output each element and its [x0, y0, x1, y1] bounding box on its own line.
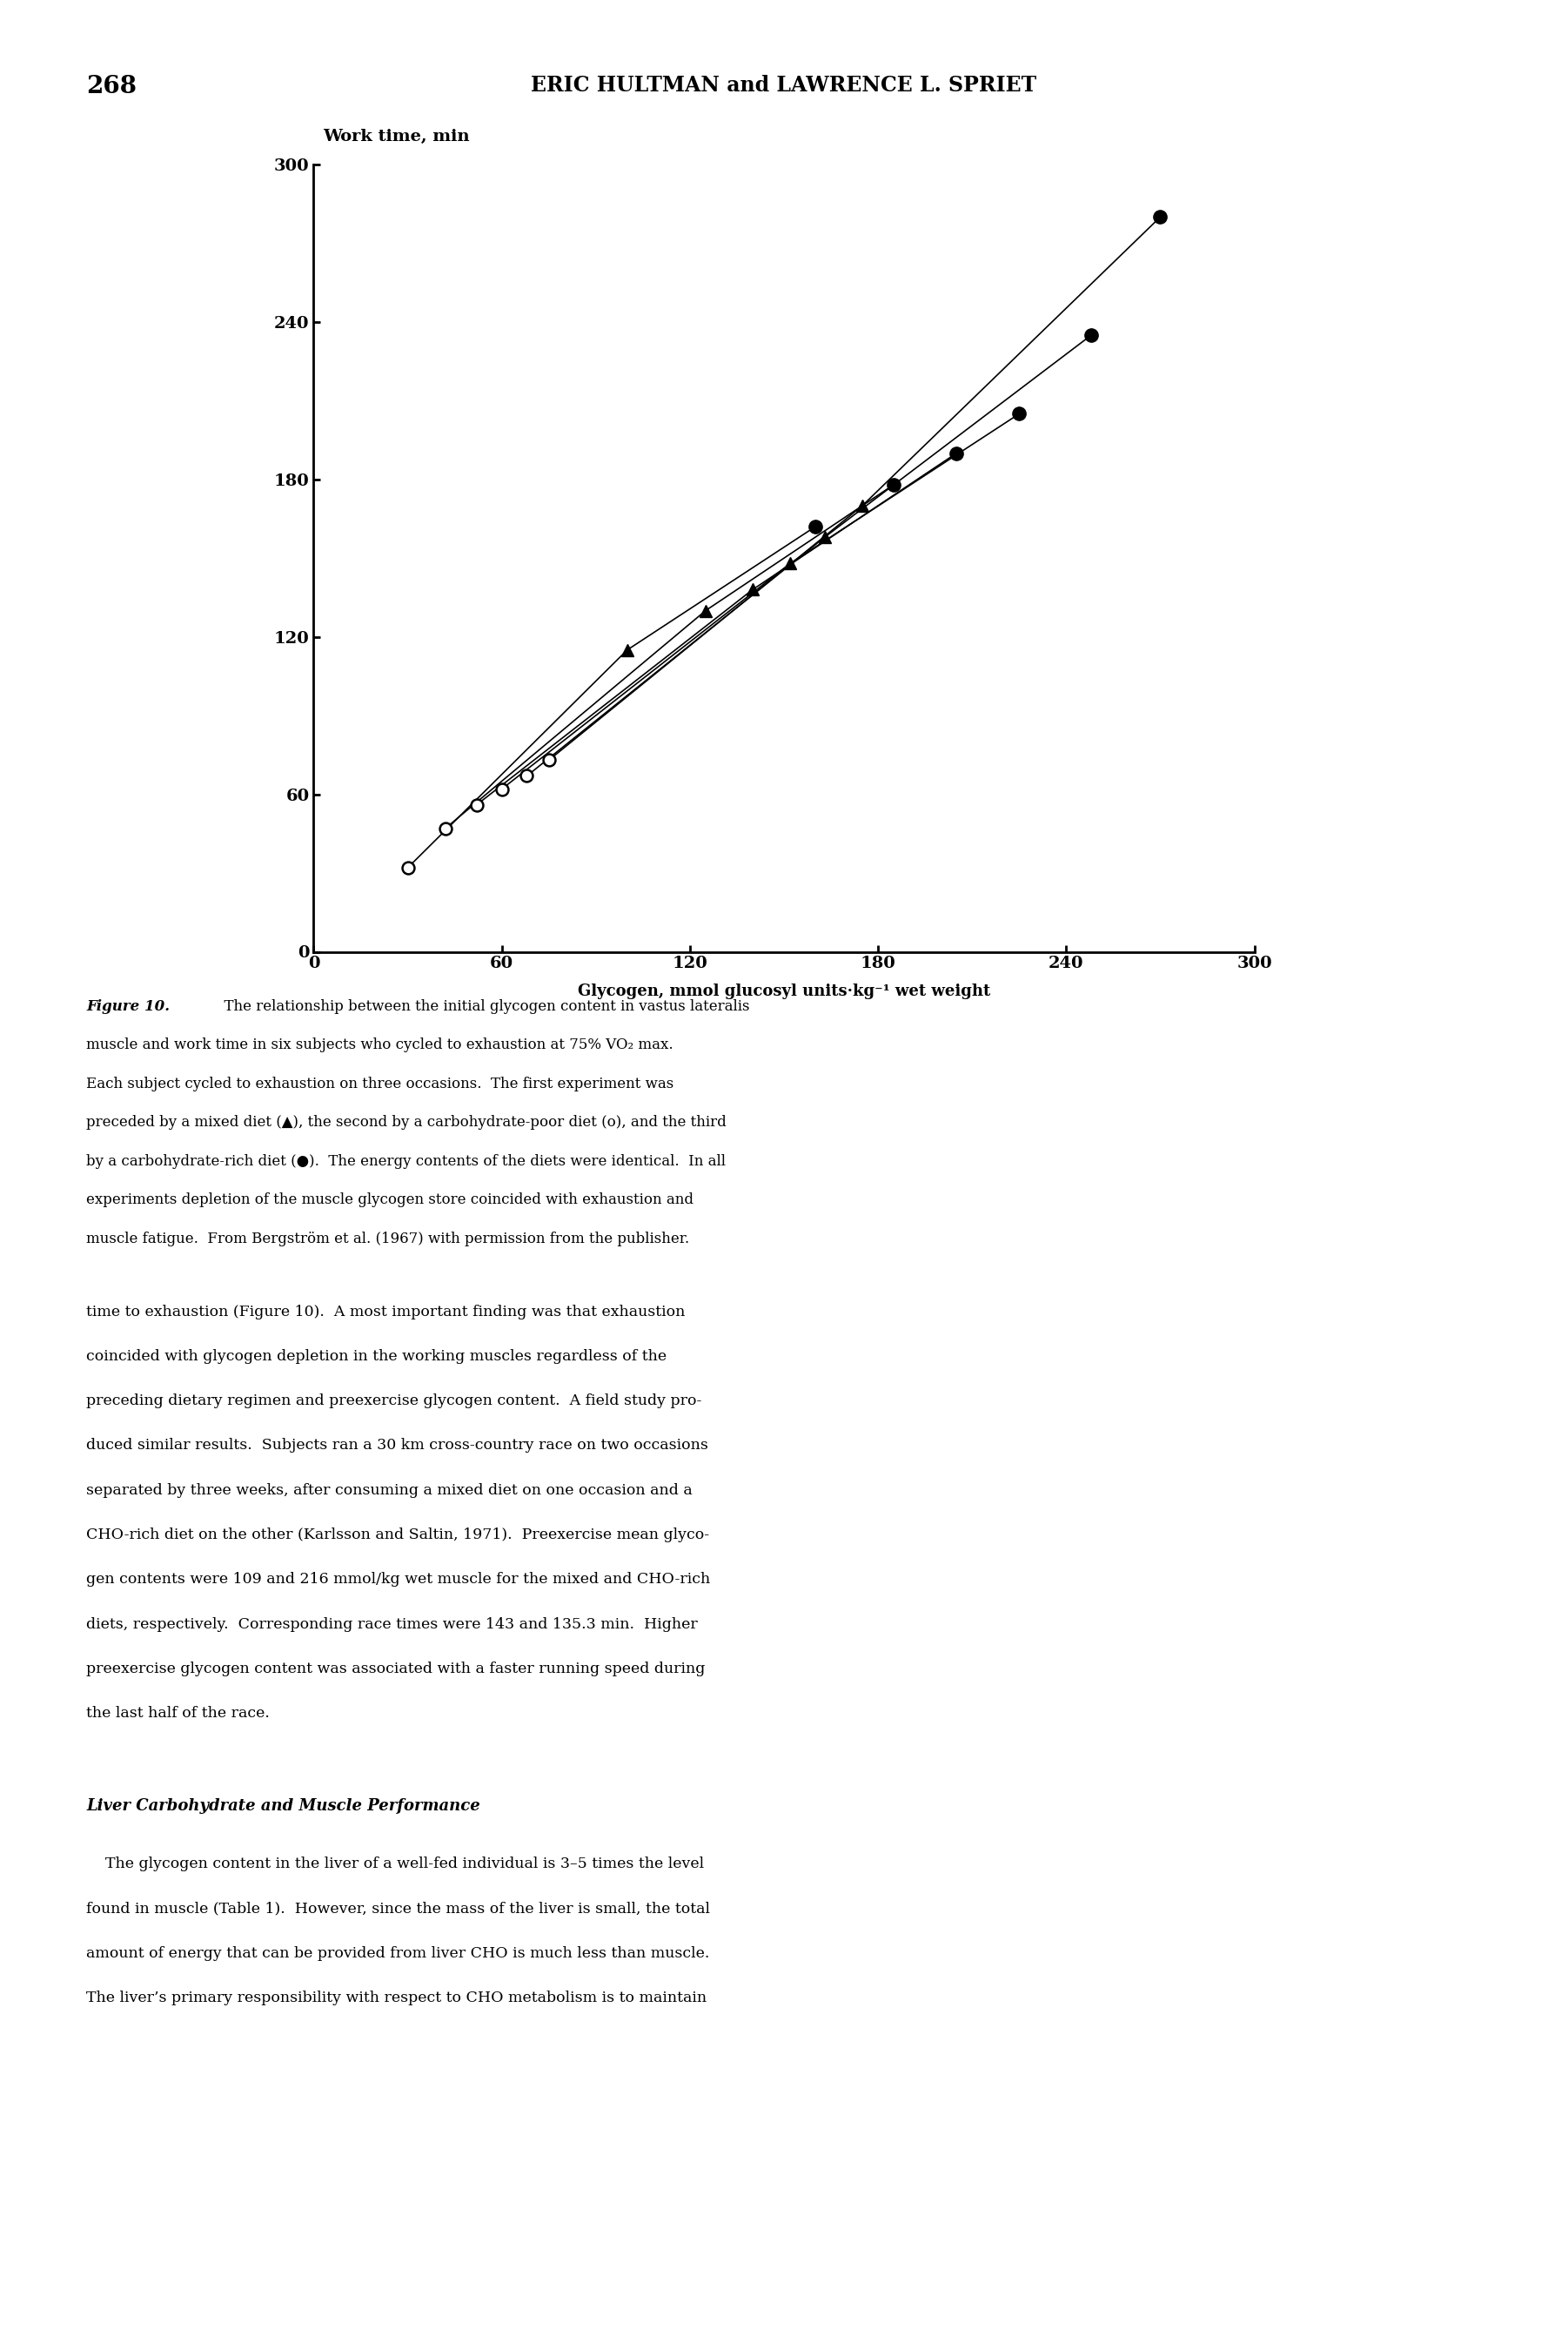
- Text: by a carbohydrate-rich diet (●).  The energy contents of the diets were identica: by a carbohydrate-rich diet (●). The ene…: [86, 1154, 726, 1168]
- Text: preceded by a mixed diet (▲), the second by a carbohydrate-poor diet (o), and th: preceded by a mixed diet (▲), the second…: [86, 1116, 726, 1130]
- Text: time to exhaustion (Figure 10).  A most important finding was that exhaustion: time to exhaustion (Figure 10). A most i…: [86, 1304, 685, 1318]
- Text: The relationship between the initial glycogen content in vastus lateralis: The relationship between the initial gly…: [215, 999, 750, 1013]
- Text: muscle and work time in six subjects who cycled to exhaustion at 75% VO₂ max.: muscle and work time in six subjects who…: [86, 1039, 673, 1053]
- Text: Each subject cycled to exhaustion on three occasions.  The first experiment was: Each subject cycled to exhaustion on thr…: [86, 1076, 674, 1090]
- Text: The glycogen content in the liver of a well-fed individual is 3–5 times the leve: The glycogen content in the liver of a w…: [86, 1856, 704, 1871]
- Text: muscle fatigue.  From Bergström et al. (1967) with permission from the publisher: muscle fatigue. From Bergström et al. (1…: [86, 1231, 690, 1246]
- Text: amount of energy that can be provided from liver CHO is much less than muscle.: amount of energy that can be provided fr…: [86, 1946, 710, 1960]
- Text: preceding dietary regimen and preexercise glycogen content.  A field study pro-: preceding dietary regimen and preexercis…: [86, 1394, 702, 1408]
- Text: 268: 268: [86, 75, 136, 99]
- X-axis label: Glycogen, mmol glucosyl units·kg⁻¹ wet weight: Glycogen, mmol glucosyl units·kg⁻¹ wet w…: [577, 985, 991, 999]
- Text: separated by three weeks, after consuming a mixed diet on one occasion and a: separated by three weeks, after consumin…: [86, 1483, 693, 1497]
- Text: CHO-rich diet on the other (Karlsson and Saltin, 1971).  Preexercise mean glyco-: CHO-rich diet on the other (Karlsson and…: [86, 1528, 709, 1542]
- Text: experiments depletion of the muscle glycogen store coincided with exhaustion and: experiments depletion of the muscle glyc…: [86, 1194, 693, 1208]
- Text: Figure 10.: Figure 10.: [86, 999, 169, 1013]
- Text: ERIC HULTMAN and LAWRENCE L. SPRIET: ERIC HULTMAN and LAWRENCE L. SPRIET: [532, 75, 1036, 96]
- Text: gen contents were 109 and 216 mmol/kg wet muscle for the mixed and CHO-rich: gen contents were 109 and 216 mmol/kg we…: [86, 1572, 710, 1586]
- Text: the last half of the race.: the last half of the race.: [86, 1706, 270, 1720]
- Text: preexercise glycogen content was associated with a faster running speed during: preexercise glycogen content was associa…: [86, 1661, 706, 1676]
- Text: The liver’s primary responsibility with respect to CHO metabolism is to maintain: The liver’s primary responsibility with …: [86, 1990, 707, 2005]
- Text: coincided with glycogen depletion in the working muscles regardless of the: coincided with glycogen depletion in the…: [86, 1349, 666, 1363]
- Text: Work time, min: Work time, min: [323, 129, 470, 146]
- Text: Liver Carbohydrate and Muscle Performance: Liver Carbohydrate and Muscle Performanc…: [86, 1798, 480, 1814]
- Text: diets, respectively.  Corresponding race times were 143 and 135.3 min.  Higher: diets, respectively. Corresponding race …: [86, 1617, 698, 1631]
- Text: duced similar results.  Subjects ran a 30 km cross-country race on two occasions: duced similar results. Subjects ran a 30…: [86, 1438, 709, 1452]
- Text: found in muscle (Table 1).  However, since the mass of the liver is small, the t: found in muscle (Table 1). However, sinc…: [86, 1901, 710, 1915]
